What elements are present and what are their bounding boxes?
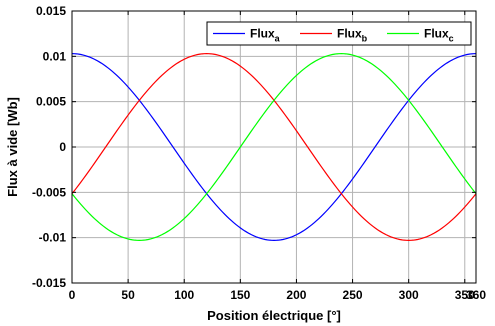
y-tick-label: 0.005 (36, 95, 66, 109)
x-axis-label: Position électrique [°] (207, 308, 341, 323)
x-tick-label: 300 (399, 288, 419, 302)
y-tick-label: -0.015 (32, 276, 66, 290)
x-tick-label: 250 (343, 288, 363, 302)
y-axis-label: Flux à vide [Wb] (5, 97, 20, 197)
legend-box (206, 21, 472, 46)
legend-label-flux-b: Fluxb (337, 27, 368, 44)
legend: Fluxa Fluxb Fluxc (206, 21, 472, 46)
series-lines (71, 53, 477, 241)
x-tick-label: 0 (69, 288, 76, 302)
series-line-flux-c (71, 53, 477, 241)
y-tick-label: 0 (59, 140, 66, 154)
x-tick-label: 350 (455, 288, 475, 302)
x-tick-label: 100 (174, 288, 194, 302)
tick-marks (71, 10, 477, 284)
legend-label-flux-a: Fluxa (250, 27, 281, 44)
y-tick-labels: 0.015 0.01 0.005 0 -0.005 -0.01 -0.015 (32, 4, 66, 290)
y-tick-label: -0.005 (32, 185, 66, 199)
legend-label-flux-c: Fluxc (424, 27, 454, 44)
x-tick-label: 50 (121, 288, 135, 302)
x-tick-label: 360 (466, 288, 486, 302)
y-tick-label: -0.01 (39, 231, 67, 245)
y-tick-label: 0.01 (43, 49, 67, 63)
x-tick-label: 150 (230, 288, 250, 302)
x-tick-label: 200 (286, 288, 306, 302)
y-tick-label: 0.015 (36, 4, 66, 18)
